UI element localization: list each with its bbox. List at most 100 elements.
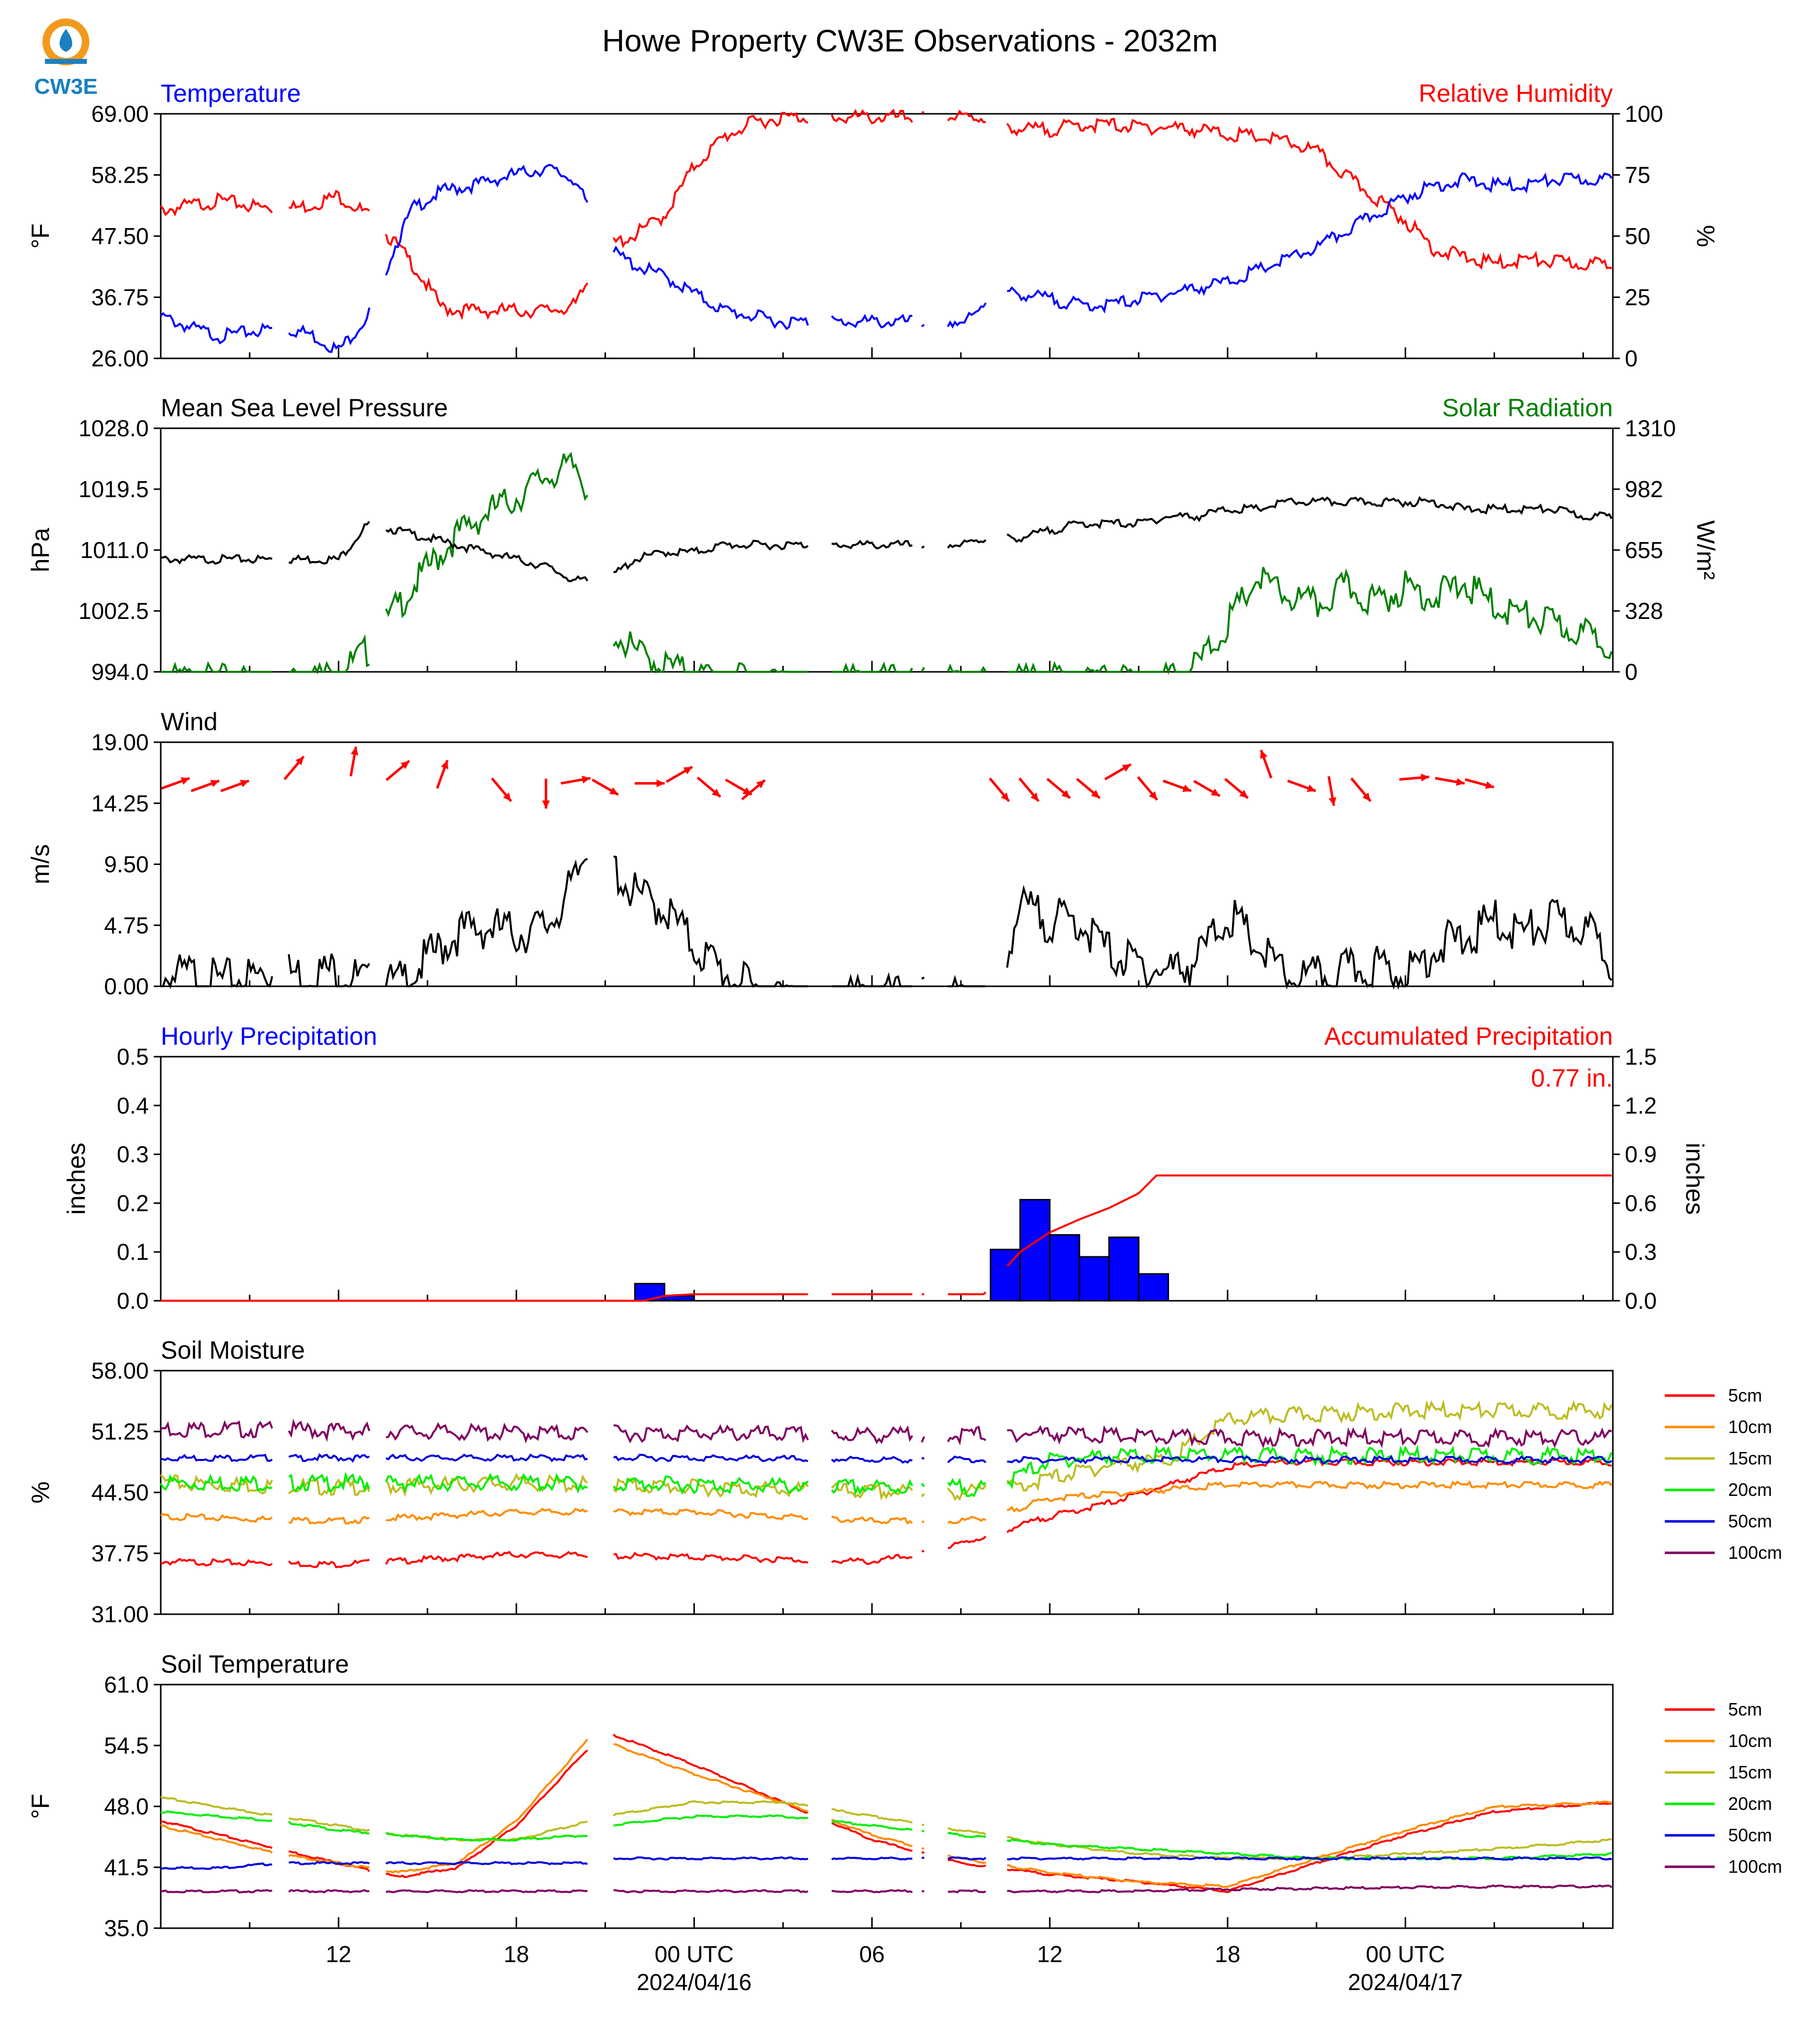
wind-direction-arrow: [161, 777, 190, 790]
series-soil-moisture-50cm: [160, 1453, 1612, 1464]
panel-frame: [160, 741, 1614, 987]
y-tick-label-left: 0.4: [117, 1093, 149, 1119]
panel-title-left: Temperature: [161, 79, 301, 107]
x-tick-label: 00 UTC: [654, 1941, 733, 1967]
y-tick-label-left: 37.75: [91, 1540, 149, 1566]
legend-item: 100cm: [1665, 1542, 1782, 1563]
y-tick-label-left: 994.0: [91, 659, 149, 685]
wind-direction-arrow: [665, 766, 693, 783]
legend-label: 20cm: [1728, 1479, 1772, 1500]
wind-direction-arrow: [634, 779, 665, 788]
panel-frame: [160, 113, 1614, 359]
legend-label: 100cm: [1728, 1542, 1782, 1563]
wind-arrow-head: [1306, 784, 1316, 792]
legend-item: 100cm: [1665, 1856, 1782, 1877]
legend-label: 10cm: [1728, 1731, 1772, 1751]
y-tick-label-left: 0.0: [117, 1288, 149, 1314]
y-tick-label-left: 35.0: [104, 1915, 149, 1941]
series-soil-temp-100cm: [161, 1884, 1612, 1894]
y-tick-label-left: 1002.5: [78, 598, 149, 624]
wind-arrow-head: [1211, 788, 1220, 796]
panel-title-right: Relative Humidity: [1419, 79, 1613, 107]
wind-arrow-head: [656, 779, 665, 788]
legend-label: 50cm: [1728, 1825, 1772, 1845]
y-tick-label-right: 0.3: [1625, 1239, 1657, 1265]
y-tick-label-left: 58.25: [91, 162, 149, 188]
wind-arrow-head: [1149, 791, 1158, 800]
legend-item: 20cm: [1665, 1479, 1772, 1500]
y-tick-label-right: 328: [1625, 598, 1663, 624]
y-tick-label-right: 655: [1625, 537, 1663, 563]
wind-direction-arrow: [491, 777, 512, 802]
x-tick-date-label: 2024/04/17: [1348, 1969, 1463, 1995]
legend-item: 10cm: [1665, 1417, 1772, 1437]
y-tick-label-left: 1011.0: [80, 537, 149, 563]
series-temperature: [160, 164, 1613, 353]
series-soil-moisture-5cm: [160, 1457, 1612, 1569]
y-tick-label-right: 0: [1625, 659, 1638, 685]
y-tick-label-right: 50: [1625, 223, 1650, 249]
wind-direction-arrow: [1287, 779, 1316, 793]
wind-direction-arrow: [385, 760, 410, 781]
panel-wind: 0.00 4.75 9.50 14.25 19.00 Wind m/s: [26, 708, 1614, 999]
x-tick-label: 12: [1037, 1941, 1062, 1967]
y-tick-label-right: 0.6: [1625, 1190, 1657, 1216]
legend-item: 50cm: [1665, 1825, 1772, 1845]
panel-frame: [160, 427, 1614, 673]
wind-arrow-head: [441, 760, 449, 770]
wind-arrow-head: [1239, 790, 1248, 798]
series-soil-moisture-20cm: [160, 1444, 1613, 1497]
legend-label: 5cm: [1728, 1699, 1762, 1720]
y-tick-label-left: 51.25: [91, 1419, 149, 1445]
wind-direction-arrow: [561, 776, 591, 785]
wind-arrow-head: [296, 756, 304, 765]
y-tick-label-right: 1.5: [1625, 1044, 1657, 1070]
legend-item: 15cm: [1665, 1448, 1772, 1468]
y-axis-label-left: m/s: [26, 844, 54, 884]
y-axis-label-right: W/m²: [1692, 520, 1720, 579]
y-axis-label-left: %: [26, 1481, 54, 1503]
precip-bar: [1078, 1256, 1110, 1302]
logo-wave-icon: [45, 59, 87, 64]
panels: 26.00 36.75 47.50 58.25 69.00 0 25 50 75 100 Tempe…: [26, 79, 1720, 1941]
wind-direction-arrow: [436, 760, 449, 789]
panel-pressure_solar: 994.0 1002.5 1011.0 1019.5 1028.0 0 328 655 982 1…: [26, 394, 1720, 685]
series-relative-humidity: [160, 108, 1612, 320]
wind-arrow-head: [1000, 792, 1009, 802]
legend-label: 5cm: [1728, 1385, 1762, 1406]
legend-soil-moisture: 5cm 10cm 15cm 20cm 50cm 100cm: [1665, 1385, 1782, 1563]
wind-arrow-head: [180, 777, 190, 785]
y-tick-label-left: 31.00: [91, 1601, 149, 1627]
legend-label: 100cm: [1728, 1856, 1782, 1877]
y-axis-label-left: °F: [26, 1794, 54, 1819]
panel-title-right: Solar Radiation: [1442, 394, 1613, 422]
panel-frame: [160, 1370, 1614, 1615]
precip-bar: [1049, 1234, 1080, 1302]
wind-arrow-head: [1122, 764, 1131, 772]
wind-direction-arrow: [1137, 776, 1159, 801]
wind-direction-arrow: [1259, 749, 1273, 779]
series-wind-speed: [161, 856, 1612, 990]
panel-temp_rh: 26.00 36.75 47.50 58.25 69.00 0 25 50 75 100 Tempe…: [26, 79, 1720, 371]
y-axis-label-right: inches: [1681, 1143, 1709, 1215]
y-tick-label-right: 25: [1625, 285, 1650, 310]
wind-arrow-head: [542, 800, 550, 809]
wind-arrow-head: [503, 792, 512, 802]
wind-arrow-head: [1421, 774, 1430, 782]
series-accumulated-precip: [161, 1174, 1612, 1302]
series-soil-temp-20cm: [160, 1810, 1612, 1861]
legend-label: 15cm: [1728, 1448, 1772, 1468]
wind-arrow-head: [1091, 790, 1100, 798]
x-tick-date-label: 2024/04/16: [636, 1969, 751, 1995]
y-tick-label-left: 1019.5: [78, 476, 149, 502]
figure-title: Howe Property CW3E Observations - 2032m: [602, 24, 1218, 58]
legend-item: 10cm: [1665, 1731, 1772, 1751]
y-tick-label-right: 75: [1625, 162, 1650, 188]
wind-direction-arrow: [1076, 778, 1101, 799]
legend-item: 50cm: [1665, 1511, 1772, 1531]
series-soil-temp-5cm: [160, 1734, 1612, 1894]
wind-direction-arrow: [1046, 778, 1071, 799]
wind-direction-arrow: [283, 755, 305, 781]
wind-arrow-head: [1456, 778, 1465, 786]
